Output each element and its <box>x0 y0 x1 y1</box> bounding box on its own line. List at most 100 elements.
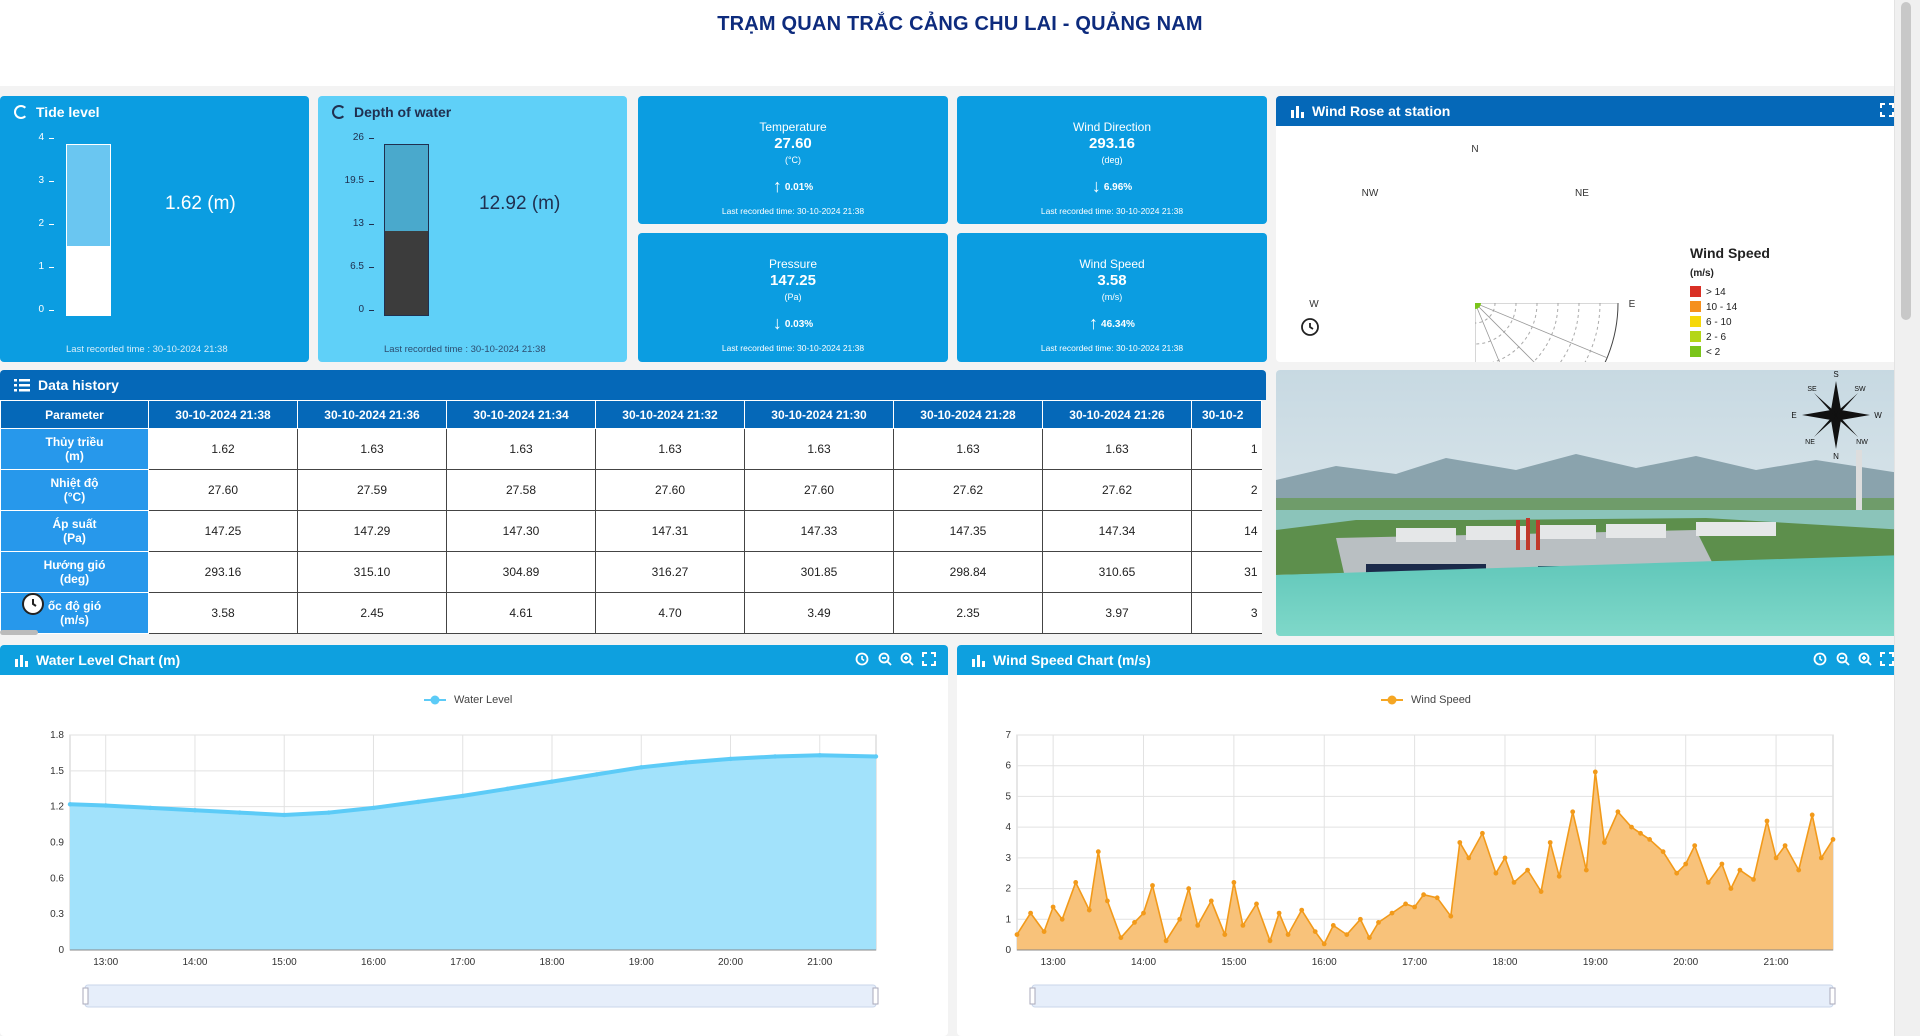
data-point[interactable] <box>1344 932 1350 937</box>
data-point[interactable] <box>1773 855 1779 861</box>
data-point[interactable] <box>1674 870 1680 876</box>
history-icon[interactable] <box>1812 652 1828 666</box>
data-point[interactable] <box>460 793 465 799</box>
table-header-time[interactable]: 30-10-2024 21:32 <box>595 400 745 429</box>
data-point[interactable] <box>326 810 331 815</box>
data-point[interactable] <box>639 765 644 770</box>
data-point[interactable] <box>772 754 778 759</box>
data-point[interactable] <box>1321 941 1327 947</box>
data-point[interactable] <box>1132 920 1137 925</box>
data-point[interactable] <box>1719 861 1725 867</box>
zoom-handle-right[interactable] <box>872 987 879 1005</box>
data-point[interactable] <box>1660 849 1666 855</box>
data-point[interactable] <box>1095 849 1101 855</box>
data-point[interactable] <box>192 808 198 813</box>
data-point[interactable] <box>1570 809 1576 815</box>
data-point[interactable] <box>1150 883 1155 888</box>
data-point[interactable] <box>1556 873 1562 879</box>
data-point[interactable] <box>1466 855 1472 861</box>
data-point[interactable] <box>1312 929 1318 934</box>
data-point[interactable] <box>1141 910 1146 916</box>
data-point[interactable] <box>1728 886 1734 891</box>
data-point[interactable] <box>1683 861 1689 867</box>
history-icon[interactable] <box>1301 318 1319 336</box>
data-point[interactable] <box>1615 809 1621 815</box>
data-point[interactable] <box>1276 910 1282 916</box>
data-point[interactable] <box>873 754 879 759</box>
data-point[interactable] <box>1403 901 1408 907</box>
wind-speed-legend[interactable]: Wind Speed <box>1381 694 1471 706</box>
data-point[interactable] <box>1448 913 1454 919</box>
legend-swatch[interactable] <box>1690 331 1701 342</box>
data-point[interactable] <box>1547 840 1553 845</box>
legend-swatch[interactable] <box>1690 316 1701 327</box>
data-point[interactable] <box>1208 898 1214 904</box>
data-point[interactable] <box>371 805 376 811</box>
data-point[interactable] <box>1163 938 1169 944</box>
data-point[interactable] <box>1818 855 1824 861</box>
zoom-out-icon[interactable] <box>878 652 892 666</box>
table-header-time[interactable]: 30-10-2024 21:38 <box>148 400 298 429</box>
data-point[interactable] <box>1254 901 1259 907</box>
data-point[interactable] <box>1480 830 1485 836</box>
data-point[interactable] <box>1240 923 1246 928</box>
fullscreen-icon[interactable] <box>922 652 936 666</box>
data-point[interactable] <box>1059 916 1065 922</box>
data-point[interactable] <box>237 810 242 815</box>
data-point[interactable] <box>1421 892 1426 898</box>
data-point[interactable] <box>103 803 108 808</box>
zoom-in-icon[interactable] <box>900 652 914 666</box>
legend-swatch[interactable] <box>1690 346 1701 357</box>
data-point[interactable] <box>1830 837 1836 842</box>
data-point[interactable] <box>1502 855 1508 861</box>
history-icon[interactable] <box>854 652 870 666</box>
data-point[interactable] <box>1105 898 1110 904</box>
table-horizontal-scrollbar[interactable] <box>0 630 38 635</box>
data-point[interactable] <box>1376 920 1381 925</box>
data-point[interactable] <box>1330 923 1336 928</box>
zoom-slider[interactable] <box>84 984 877 1008</box>
zoom-in-icon[interactable] <box>1858 652 1872 666</box>
data-point[interactable] <box>1267 938 1273 944</box>
data-point[interactable] <box>1629 824 1634 830</box>
data-point[interactable] <box>1592 769 1598 775</box>
data-point[interactable] <box>1434 895 1440 901</box>
data-point[interactable] <box>1638 830 1643 836</box>
data-point[interactable] <box>1118 935 1124 941</box>
data-point[interactable] <box>1285 932 1291 937</box>
zoom-slider[interactable] <box>1031 984 1834 1008</box>
data-point[interactable] <box>728 756 733 762</box>
data-point[interactable] <box>1195 923 1201 928</box>
data-point[interactable] <box>1511 880 1517 885</box>
data-point[interactable] <box>1073 880 1079 885</box>
data-point[interactable] <box>1457 840 1463 845</box>
history-icon[interactable] <box>22 593 44 615</box>
fullscreen-icon[interactable] <box>1880 652 1894 666</box>
table-header-time[interactable]: 30-10-2024 21:36 <box>297 400 447 429</box>
zoom-handle-left[interactable] <box>82 987 89 1005</box>
table-header-time[interactable]: 30-10-2024 21:28 <box>893 400 1043 429</box>
data-point[interactable] <box>1186 886 1192 891</box>
table-header-time[interactable]: 30-10-2024 21:30 <box>744 400 894 429</box>
legend-swatch[interactable] <box>1690 286 1701 297</box>
data-point[interactable] <box>1809 812 1815 818</box>
data-point[interactable] <box>1367 935 1372 941</box>
water-level-legend[interactable]: Water Level <box>424 694 512 706</box>
data-point[interactable] <box>148 805 153 811</box>
table-header-time[interactable]: 30-10-2 <box>1191 400 1262 429</box>
data-point[interactable] <box>1177 916 1183 922</box>
data-point[interactable] <box>1050 904 1056 910</box>
page-scrollbar[interactable] <box>1894 0 1920 1036</box>
data-point[interactable] <box>1222 932 1228 937</box>
data-point[interactable] <box>1782 843 1788 848</box>
data-point[interactable] <box>683 760 689 765</box>
data-point[interactable] <box>1389 910 1395 916</box>
data-point[interactable] <box>415 799 421 805</box>
data-point[interactable] <box>1538 889 1544 894</box>
data-point[interactable] <box>1692 843 1698 848</box>
data-point[interactable] <box>1764 818 1770 824</box>
data-point[interactable] <box>1358 916 1363 922</box>
data-point[interactable] <box>1086 907 1092 913</box>
data-point[interactable] <box>1028 910 1033 916</box>
data-point[interactable] <box>1041 929 1047 934</box>
